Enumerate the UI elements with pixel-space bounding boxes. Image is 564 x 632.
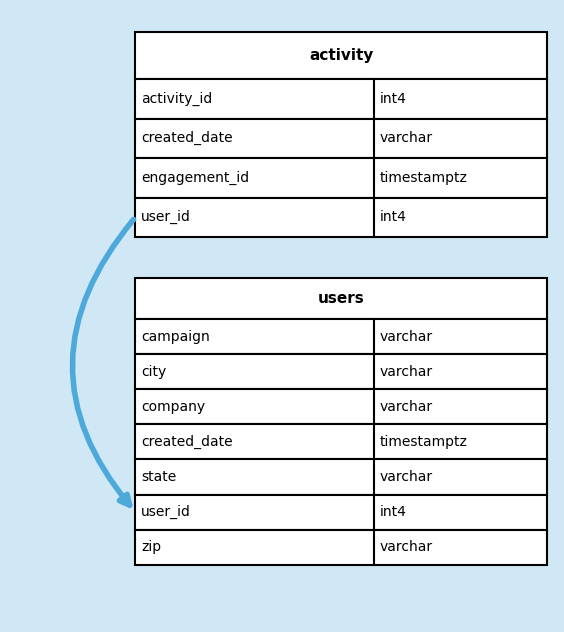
Text: city: city [141,365,166,379]
Text: varchar: varchar [380,470,433,484]
Bar [135,389,547,425]
Bar [135,459,547,494]
Text: company: company [141,400,205,414]
FancyArrowPatch shape [72,219,134,505]
Bar [135,319,547,354]
Text: varchar: varchar [380,131,433,145]
Text: zip: zip [141,540,161,554]
Bar [135,494,547,530]
Text: engagement_id: engagement_id [141,171,249,185]
Bar [135,197,547,237]
Text: campaign: campaign [141,330,210,344]
Text: timestamptz: timestamptz [380,171,468,185]
Text: user_id: user_id [141,505,191,519]
Text: created_date: created_date [141,435,232,449]
Text: users: users [318,291,364,306]
Text: int4: int4 [380,210,407,224]
Text: activity: activity [309,48,373,63]
Text: int4: int4 [380,92,407,106]
Bar [135,425,547,459]
Bar [135,354,547,389]
Bar [135,79,547,119]
Text: user_id: user_id [141,210,191,224]
Text: int4: int4 [380,505,407,519]
Text: varchar: varchar [380,330,433,344]
Bar [135,278,547,319]
Bar [135,530,547,565]
Text: varchar: varchar [380,365,433,379]
Text: varchar: varchar [380,540,433,554]
Bar [135,32,547,79]
Text: varchar: varchar [380,400,433,414]
Text: activity_id: activity_id [141,92,212,106]
Text: state: state [141,470,176,484]
Bar [135,119,547,158]
Text: timestamptz: timestamptz [380,435,468,449]
Bar [135,158,547,197]
Text: created_date: created_date [141,131,232,145]
